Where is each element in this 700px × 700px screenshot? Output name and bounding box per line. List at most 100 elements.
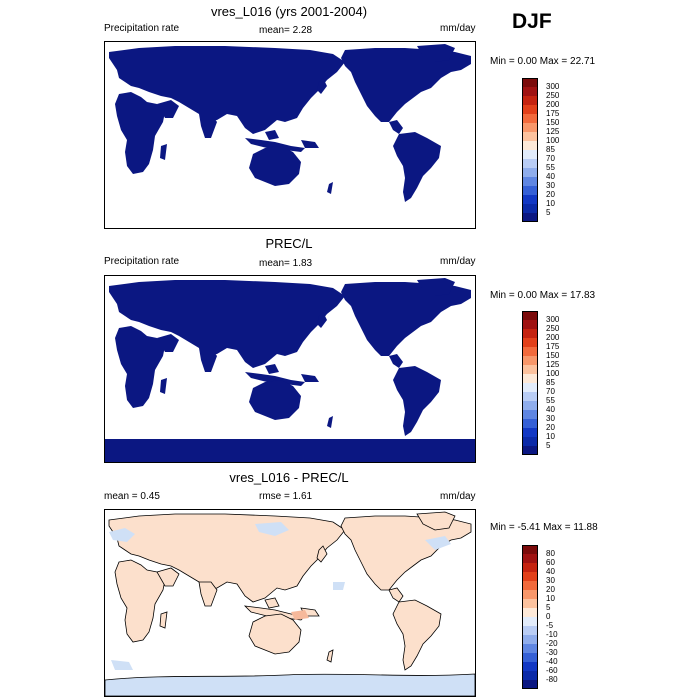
colorbar-swatch bbox=[522, 105, 538, 114]
land-region bbox=[393, 132, 441, 202]
colorbar-swatch bbox=[522, 347, 538, 356]
land-region bbox=[115, 326, 165, 408]
negative-anomaly bbox=[333, 582, 345, 590]
land-region bbox=[264, 597, 280, 609]
colorbar-swatch bbox=[522, 365, 538, 374]
land-region bbox=[245, 138, 305, 152]
colorbar bbox=[522, 311, 538, 455]
colorbar-tick-label: 20 bbox=[546, 423, 555, 432]
colorbar-tick-label: 55 bbox=[546, 163, 555, 172]
positive-anomaly bbox=[291, 610, 309, 620]
colorbar-tick-label: 20 bbox=[546, 190, 555, 199]
colorbar-swatch bbox=[522, 320, 538, 329]
panel-title: PREC/L bbox=[265, 236, 313, 251]
colorbar-tick-label: 70 bbox=[546, 387, 555, 396]
colorbar-swatch bbox=[522, 195, 538, 204]
colorbar-tick-label: 100 bbox=[546, 369, 560, 378]
colorbar-tick-label: -5 bbox=[546, 621, 554, 630]
colorbar-swatch bbox=[522, 383, 538, 392]
panel-title: vres_L016 (yrs 2001-2004) bbox=[210, 4, 368, 19]
colorbar-swatch bbox=[522, 644, 538, 653]
negative-anomaly bbox=[255, 522, 289, 536]
colorbar-swatch bbox=[522, 213, 538, 222]
land-region bbox=[114, 559, 166, 643]
land-region bbox=[388, 587, 404, 603]
colorbar-swatch bbox=[522, 204, 538, 213]
land-region bbox=[341, 48, 471, 122]
panel-units: mm/day bbox=[440, 256, 476, 267]
land-region bbox=[417, 44, 455, 62]
land-region bbox=[160, 144, 167, 160]
panel-left-label: Precipitation rate bbox=[104, 23, 180, 34]
land-region bbox=[317, 312, 327, 328]
land-region bbox=[199, 114, 217, 138]
negative-anomaly bbox=[425, 536, 451, 550]
colorbar-swatch bbox=[522, 617, 538, 626]
season-label: DJF bbox=[512, 10, 552, 33]
colorbar-swatch bbox=[522, 338, 538, 347]
colorbar-swatch bbox=[522, 419, 538, 428]
colorbar-swatch bbox=[522, 572, 538, 581]
colorbar-swatch bbox=[522, 96, 538, 105]
land-region bbox=[301, 140, 319, 148]
land-region bbox=[160, 378, 167, 394]
land-region bbox=[316, 545, 328, 563]
land-region bbox=[249, 146, 301, 186]
colorbar-swatch bbox=[522, 590, 538, 599]
colorbar-tick-label: 0 bbox=[546, 612, 551, 621]
land-region bbox=[157, 334, 179, 352]
colorbar-swatch bbox=[522, 626, 538, 635]
colorbar-swatch bbox=[522, 150, 538, 159]
panel-units: mm/day bbox=[440, 23, 476, 34]
colorbar-tick-label: 100 bbox=[546, 136, 560, 145]
colorbar-tick-label: 175 bbox=[546, 109, 560, 118]
colorbar-tick-label: 300 bbox=[546, 315, 560, 324]
colorbar-tick-label: -80 bbox=[546, 675, 558, 684]
land-region bbox=[392, 599, 442, 671]
land-region bbox=[340, 515, 472, 591]
colorbar-tick-label: 5 bbox=[546, 603, 551, 612]
land-region bbox=[416, 511, 456, 531]
colorbar-swatch bbox=[522, 437, 538, 446]
colorbar-swatch bbox=[522, 554, 538, 563]
colorbar-swatch bbox=[522, 374, 538, 383]
land-region bbox=[326, 649, 334, 663]
land-region bbox=[159, 611, 168, 629]
colorbar-tick-label: -10 bbox=[546, 630, 558, 639]
panel-rmse: rmse = 1.61 bbox=[259, 491, 313, 502]
colorbar bbox=[522, 78, 538, 222]
panel-left-label: Precipitation rate bbox=[104, 256, 180, 267]
colorbar-tick-label: 55 bbox=[546, 396, 555, 405]
colorbar-tick-label: 200 bbox=[546, 100, 560, 109]
colorbar-tick-label: 10 bbox=[546, 199, 555, 208]
land-region bbox=[317, 78, 327, 94]
land-region bbox=[109, 46, 345, 134]
colorbar-tick-label: 10 bbox=[546, 432, 555, 441]
panel-minmax: Min = -5.41 Max = 11.88 bbox=[490, 522, 598, 533]
land-region bbox=[389, 354, 403, 368]
land-region bbox=[109, 280, 345, 368]
colorbar-tick-label: 250 bbox=[546, 91, 560, 100]
colorbar-tick-label: 85 bbox=[546, 378, 555, 387]
colorbar-tick-label: 200 bbox=[546, 333, 560, 342]
land-region bbox=[301, 374, 319, 382]
colorbar-tick-label: 125 bbox=[546, 127, 560, 136]
colorbar-swatch bbox=[522, 78, 538, 87]
land-region bbox=[327, 182, 333, 194]
colorbar-tick-label: 175 bbox=[546, 342, 560, 351]
colorbar-swatch bbox=[522, 168, 538, 177]
colorbar-swatch bbox=[522, 653, 538, 662]
negative-anomaly bbox=[109, 528, 135, 542]
colorbar-tick-label: 30 bbox=[546, 576, 555, 585]
colorbar-swatch bbox=[522, 177, 538, 186]
colorbar-tick-label: -60 bbox=[546, 666, 558, 675]
colorbar-swatch bbox=[522, 635, 538, 644]
colorbar-swatch bbox=[522, 545, 538, 554]
land-region bbox=[327, 416, 333, 428]
colorbar-tick-label: 40 bbox=[546, 405, 555, 414]
panel-mean: mean= 2.28 bbox=[259, 25, 313, 36]
colorbar-swatch bbox=[522, 581, 538, 590]
colorbar-tick-label: 70 bbox=[546, 154, 555, 163]
colorbar-tick-label: 20 bbox=[546, 585, 555, 594]
colorbar-tick-label: -20 bbox=[546, 639, 558, 648]
